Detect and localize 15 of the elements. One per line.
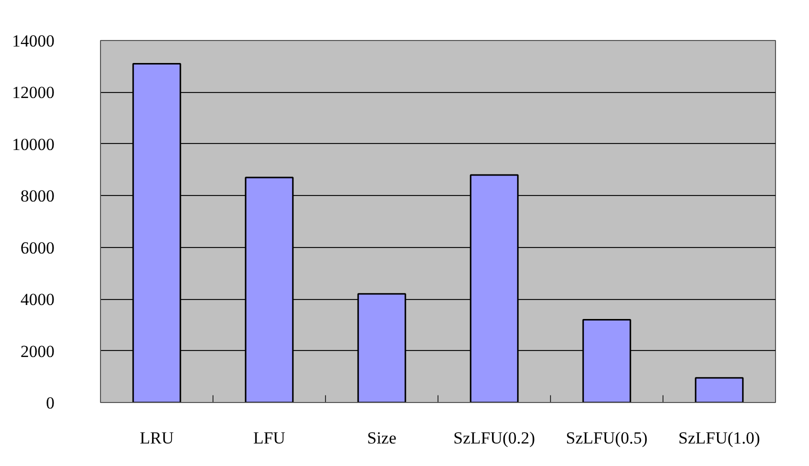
y-tick-label: 10000 <box>12 134 54 154</box>
y-tick-label: 6000 <box>20 238 54 258</box>
x-tick-label: SzLFU(0.2) <box>453 428 536 448</box>
x-tick-label: Size <box>367 428 396 448</box>
y-tick-label: 12000 <box>12 83 54 102</box>
y-tick-label: 14000 <box>12 32 54 50</box>
y-tick-label: 4000 <box>20 290 54 310</box>
y-tick-label: 2000 <box>20 342 54 361</box>
x-tick-label: LFU <box>253 428 286 448</box>
x-tick-label: SzLFU(0.5) <box>566 428 648 448</box>
x-tick-label: SzLFU(1.0) <box>678 428 760 448</box>
y-tick-label: 0 <box>46 394 54 412</box>
x-tick-label: LRU <box>140 428 174 448</box>
y-tick-label: 8000 <box>20 186 54 206</box>
bar <box>694 377 744 402</box>
